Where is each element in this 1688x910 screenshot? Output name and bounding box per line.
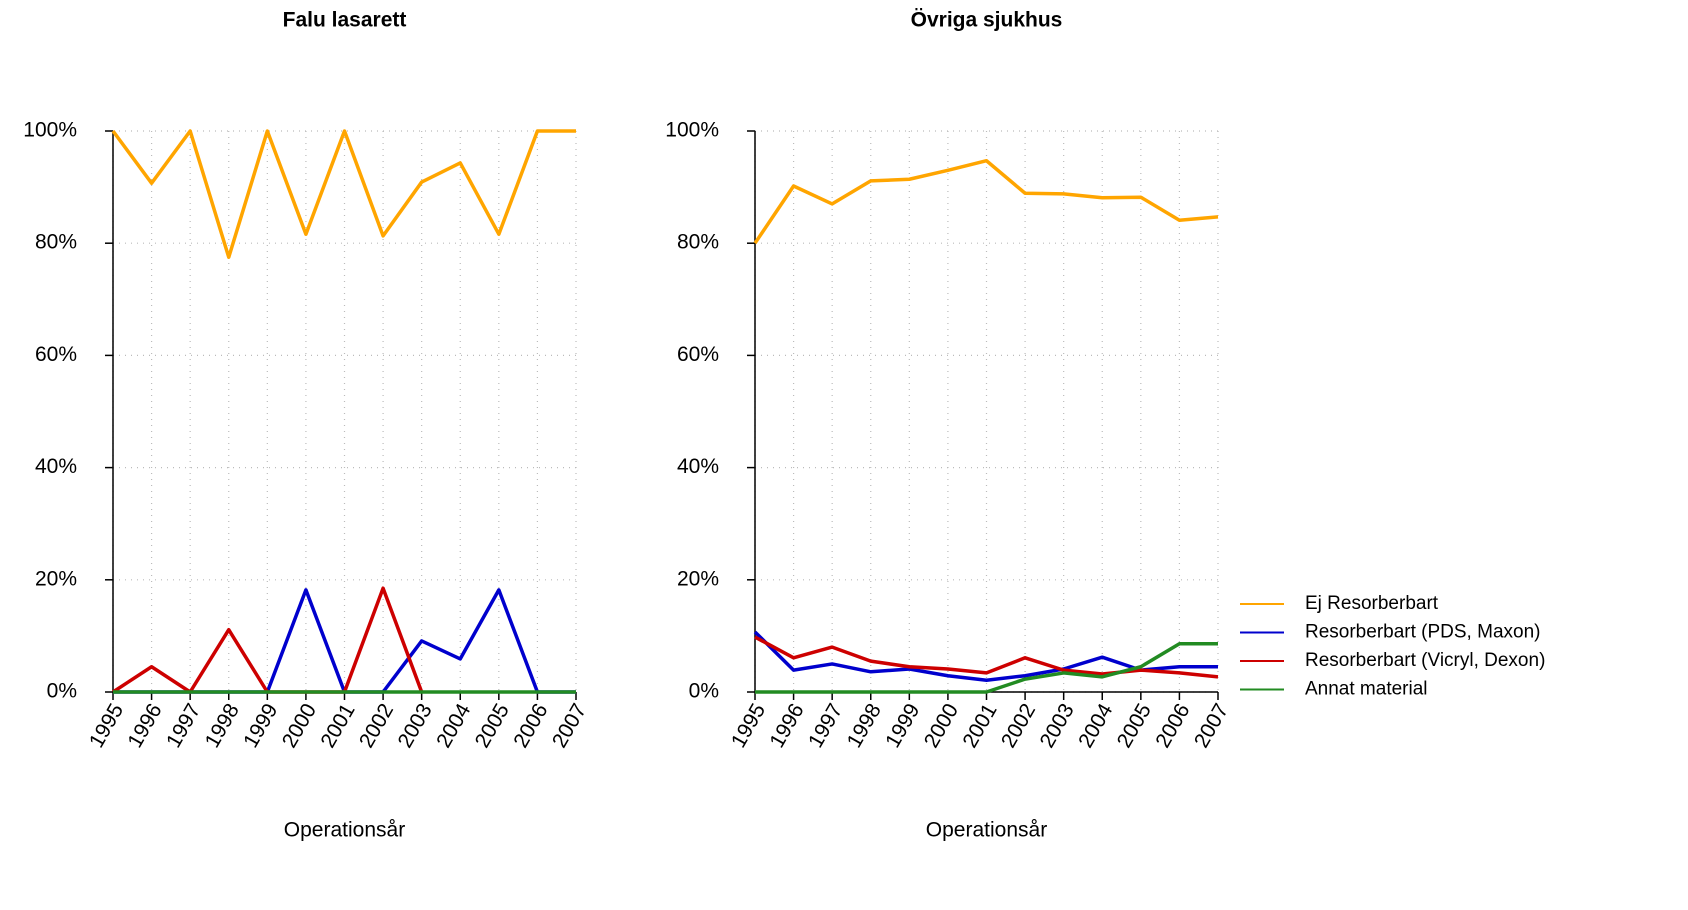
x-tick-label: 2007 — [548, 700, 591, 752]
line — [755, 642, 1218, 694]
x-tick-label: 2001 — [316, 700, 359, 752]
y-tick-label: 0% — [689, 680, 719, 703]
x-tick-label: 2004 — [432, 699, 475, 751]
y-tick-label: 60% — [677, 343, 719, 366]
y-tick-label: 80% — [35, 231, 77, 254]
x-tick-label: 2005 — [471, 700, 514, 752]
x-tick-label: 2002 — [997, 700, 1040, 752]
y-tick-label: 20% — [677, 567, 719, 590]
x-tick-label: 2002 — [355, 700, 398, 752]
y-tick-label: 100% — [23, 119, 77, 142]
x-tick-label: 1996 — [123, 700, 166, 752]
x-tick-label: 2003 — [394, 700, 437, 752]
x-tick-label: 1998 — [843, 700, 886, 752]
x-tick-label: 1996 — [765, 700, 808, 752]
x-tick-label: 1998 — [201, 700, 244, 752]
x-tick-label: 2004 — [1074, 699, 1117, 751]
y-tick-label: 100% — [665, 119, 719, 142]
line — [754, 635, 1219, 679]
y-tick-label: 60% — [35, 343, 77, 366]
x-tick-label: 1997 — [162, 700, 205, 752]
line — [112, 586, 424, 694]
x-tick-label: 1999 — [239, 700, 282, 752]
legend-label: Annat material — [1305, 679, 1428, 700]
y-tick-label: 20% — [35, 567, 77, 590]
x-tick-label: 2007 — [1190, 700, 1233, 752]
legend-label: Ej Resorberbart — [1305, 593, 1439, 614]
y-tick-label: 0% — [47, 680, 77, 703]
x-tick-label: 1995 — [727, 700, 770, 752]
x-tick-label: 2003 — [1036, 700, 1079, 752]
line — [753, 158, 1219, 245]
chart-title: Övriga sjukhus — [911, 9, 1063, 32]
x-tick-label: 2006 — [509, 700, 552, 752]
x-axis-label: Operationsår — [284, 819, 405, 842]
x-tick-label: 1995 — [85, 700, 128, 752]
legend-label: Resorberbart (PDS, Maxon) — [1305, 622, 1540, 643]
x-tick-label: 2000 — [920, 700, 963, 752]
y-tick-label: 80% — [677, 231, 719, 254]
chart-title: Falu lasarett — [283, 9, 407, 32]
x-tick-label: 2001 — [958, 700, 1001, 752]
y-tick-label: 40% — [35, 455, 77, 478]
x-axis-label: Operationsår — [926, 819, 1047, 842]
legend-label: Resorberbart (Vicryl, Dexon) — [1305, 650, 1545, 671]
line — [111, 129, 576, 259]
x-tick-label: 2006 — [1151, 700, 1194, 752]
x-tick-label: 1997 — [804, 700, 847, 752]
x-tick-label: 2005 — [1113, 700, 1156, 752]
y-tick-label: 40% — [677, 455, 719, 478]
x-tick-label: 1999 — [881, 700, 924, 752]
x-tick-label: 2000 — [278, 700, 321, 752]
